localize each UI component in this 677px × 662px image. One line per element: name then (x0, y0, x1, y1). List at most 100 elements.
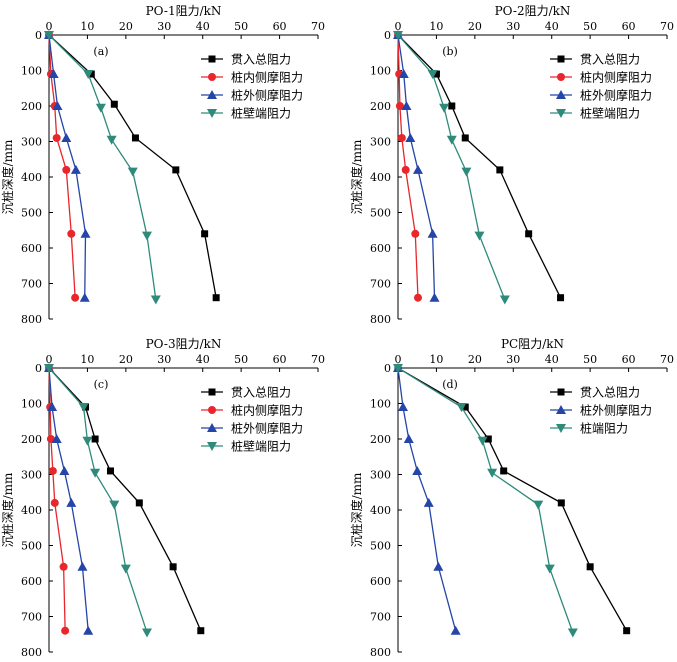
data-point (405, 132, 416, 142)
legend-label: 桩壁端阻力 (231, 106, 291, 121)
data-point (52, 133, 61, 142)
data-point (525, 230, 533, 238)
y-axis-label: 沉桩深度/mm (349, 472, 364, 547)
x-tick-label: 70 (660, 20, 674, 33)
data-point (403, 434, 414, 443)
x-tick-label: 40 (545, 353, 559, 366)
legend-label: 贯入总阻力 (231, 386, 291, 400)
legend-label: 贯入总阻力 (231, 53, 291, 67)
data-point (172, 166, 180, 174)
y-tick-label: 100 (21, 398, 42, 411)
y-tick-label: 300 (21, 136, 42, 149)
chart-title: PC阻力/kN (501, 337, 564, 351)
legend-label: 贯入总阻力 (580, 386, 640, 400)
data-point (141, 231, 152, 241)
data-point (477, 436, 488, 446)
x-tick-label: 40 (196, 353, 210, 366)
legend-label: 桩外侧摩阻力 (231, 421, 303, 436)
chart-panel: PO-3阻力/kN0 10 20 30 40 50 60 700100200300400500… (0, 337, 325, 659)
data-point (413, 293, 422, 302)
data-point (411, 229, 420, 238)
x-tick-label: 20 (468, 353, 482, 366)
data-point (87, 70, 95, 78)
legend-label: 桩外侧摩阻力 (580, 403, 652, 418)
x-tick-label: 20 (468, 20, 482, 33)
y-tick-label: 400 (21, 504, 42, 517)
y-axis-label: 沉桩深度/mm (0, 472, 15, 547)
series-line (397, 34, 506, 300)
data-point (110, 100, 118, 108)
chart-title: PO-1阻力/kN (146, 4, 222, 18)
data-point (427, 70, 438, 80)
data-point (432, 70, 440, 78)
data-point (51, 434, 62, 443)
data-point (412, 465, 423, 475)
data-point (61, 626, 70, 635)
x-tick-label: 50 (234, 20, 248, 33)
legend-marker (557, 73, 565, 81)
data-point (127, 167, 138, 177)
data-point (427, 228, 438, 238)
data-point (90, 468, 101, 478)
x-tick-label: 60 (273, 353, 287, 366)
y-tick-label: 600 (370, 242, 391, 255)
x-tick-label: 0 (46, 353, 53, 366)
data-point (623, 627, 631, 635)
y-tick-label: 0 (35, 29, 42, 42)
x-tick-label: 40 (545, 20, 559, 33)
data-point (91, 435, 99, 443)
series-line (397, 367, 574, 633)
y-tick-label: 500 (21, 540, 42, 553)
panel-label: (c) (94, 378, 109, 391)
data-point (533, 500, 544, 510)
y-tick-label: 500 (370, 207, 391, 220)
data-point (197, 627, 205, 635)
y-tick-label: 300 (21, 469, 42, 482)
data-point (52, 101, 63, 110)
legend-marker (207, 90, 217, 99)
x-tick-label: 60 (622, 353, 636, 366)
y-tick-label: 800 (21, 313, 42, 326)
chart-panel: PO-2阻力/kN0 10 20 30 40 50 60 700100200300400500… (349, 4, 674, 326)
legend-marker (556, 90, 566, 99)
x-tick-label: 0 (46, 20, 53, 33)
x-tick-label: 20 (119, 20, 133, 33)
legend-marker (208, 406, 216, 414)
data-point (120, 564, 131, 574)
data-point (393, 364, 403, 373)
data-point (62, 165, 71, 174)
y-tick-label: 200 (21, 100, 42, 113)
data-point (429, 292, 440, 302)
data-point (44, 364, 54, 373)
legend-marker (557, 388, 565, 396)
data-point (66, 497, 77, 507)
legend-label: 桩壁端阻力 (231, 439, 291, 454)
legend-marker (207, 109, 217, 118)
data-point (79, 292, 90, 302)
legend-label: 桩端阻力 (580, 421, 628, 436)
x-tick-label: 10 (80, 20, 94, 33)
x-tick-label: 10 (429, 20, 443, 33)
data-point (398, 69, 409, 79)
data-point (433, 561, 444, 571)
data-point (212, 294, 220, 302)
y-tick-label: 200 (370, 433, 391, 446)
x-tick-label: 30 (506, 20, 520, 33)
y-tick-label: 200 (21, 433, 42, 446)
data-point (557, 294, 565, 302)
x-tick-label: 30 (157, 20, 171, 33)
legend-label: 桩内侧摩阻力 (580, 70, 652, 85)
data-point (50, 498, 59, 507)
data-point (61, 132, 72, 142)
legend-marker (207, 423, 217, 432)
data-point (448, 102, 456, 110)
data-point (83, 70, 94, 80)
legend-marker (557, 55, 565, 63)
y-tick-label: 800 (21, 646, 42, 659)
y-tick-label: 600 (370, 575, 391, 588)
x-tick-label: 70 (660, 353, 674, 366)
data-point (48, 466, 57, 475)
data-point (82, 436, 93, 446)
legend-marker (207, 442, 217, 451)
